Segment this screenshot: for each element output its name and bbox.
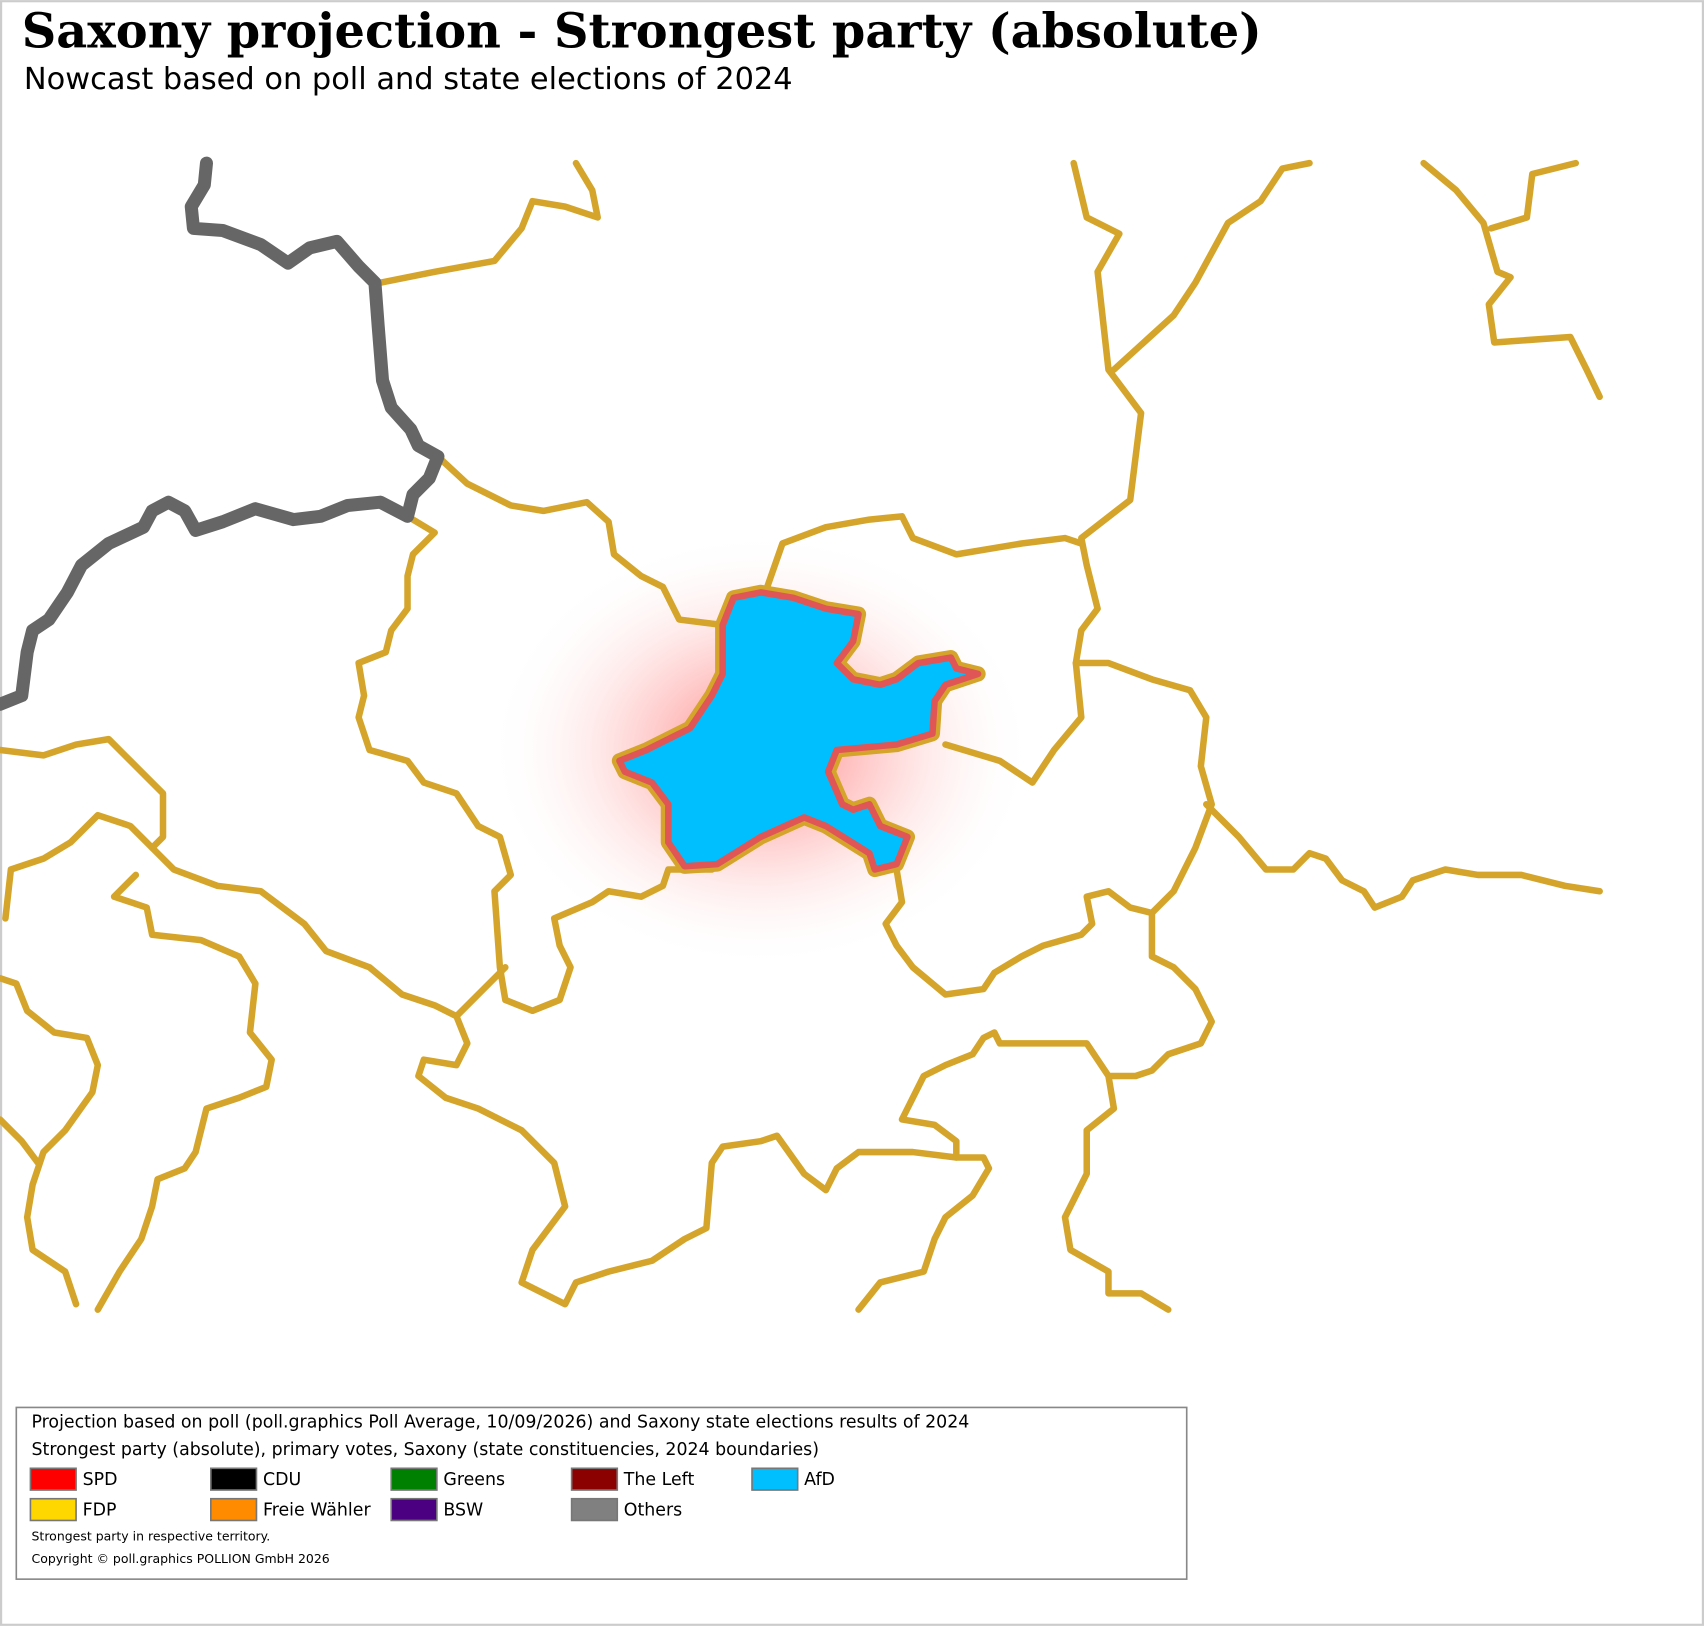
legend-label: Greens [443, 1470, 505, 1490]
boundary [1420, 159, 1603, 401]
legend-box [15, 1406, 1188, 1580]
boundary [355, 513, 716, 1015]
boundary [377, 159, 601, 286]
boundary [0, 735, 167, 922]
legend-swatch [570, 1467, 619, 1491]
legend-swatch [210, 1497, 258, 1522]
subtitle: Nowcast based on poll and state election… [24, 62, 793, 97]
legend-swatch [570, 1497, 619, 1522]
legend-line: Strongest party (absolute), primary vote… [32, 1440, 820, 1460]
legend: Projection based on poll (poll.graphics … [15, 1406, 1188, 1580]
legend-note: Copyright © poll.graphics POLLION GmbH 2… [32, 1551, 330, 1566]
legend-swatch [210, 1467, 258, 1491]
legend-label: BSW [443, 1501, 483, 1521]
state-border [0, 156, 445, 711]
boundary [0, 974, 102, 1308]
legend-label: Others [624, 1501, 682, 1521]
legend-note: Strongest party in respective territory. [32, 1528, 271, 1543]
legend-label: AfD [804, 1470, 835, 1490]
legend-label: SPD [83, 1470, 118, 1490]
legend-swatch [390, 1467, 438, 1491]
boundary [94, 871, 275, 1313]
legend-label: The Left [623, 1470, 695, 1490]
boundary [882, 659, 1215, 998]
boundary [1110, 159, 1313, 373]
boundary [763, 513, 1085, 591]
boundary [942, 159, 1145, 786]
legend-swatch [390, 1497, 438, 1522]
legend-swatch [29, 1467, 77, 1491]
map [0, 156, 1603, 1313]
legend-line: Projection based on poll (poll.graphics … [32, 1413, 970, 1433]
legend-label: Freie Wähler [263, 1501, 371, 1521]
boundary [1487, 159, 1580, 232]
boundary [1061, 1072, 1172, 1313]
boundary [434, 453, 726, 629]
legend-label: CDU [263, 1470, 301, 1490]
legend-swatch [29, 1497, 77, 1522]
legend-label: FDP [83, 1501, 117, 1521]
boundary [898, 909, 1215, 1161]
afd-constituency-outline [616, 589, 982, 873]
legend-swatch [751, 1467, 799, 1491]
boundary [0, 1116, 42, 1167]
title: Saxony projection - Strongest party (abs… [22, 3, 1262, 59]
boundary [453, 964, 509, 1020]
boundary [1203, 801, 1603, 911]
boundary [148, 844, 993, 1313]
